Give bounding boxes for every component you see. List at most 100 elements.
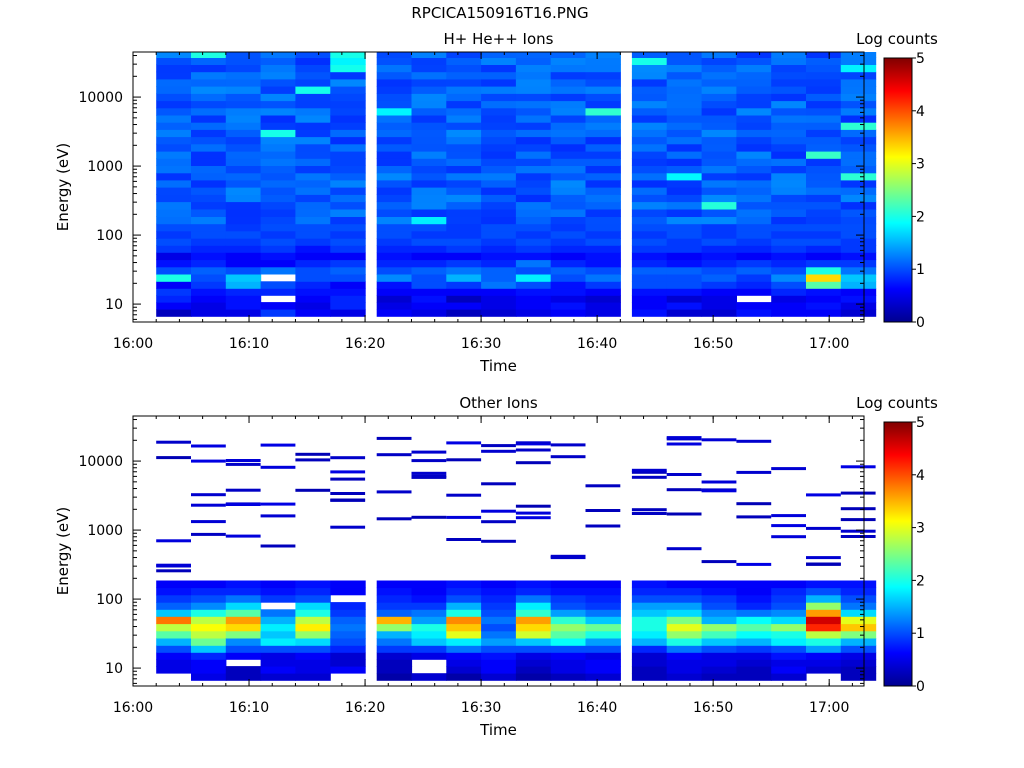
heatmap-cell xyxy=(736,115,772,123)
heatmap-cell xyxy=(840,652,877,660)
heatmap-cell xyxy=(481,158,517,166)
heatmap-cell xyxy=(156,158,192,166)
heatmap-cell xyxy=(191,532,226,536)
heatmap-cell xyxy=(701,165,737,174)
heatmap-cell xyxy=(446,165,482,174)
heatmap-cell xyxy=(376,302,413,310)
heatmap-cell xyxy=(156,115,192,123)
heatmap-cell xyxy=(515,616,552,625)
heatmap-cell xyxy=(295,623,331,632)
heatmap-cell xyxy=(481,107,517,116)
heatmap-cell xyxy=(666,623,703,632)
heatmap-cell xyxy=(446,136,482,145)
heatmap-cell xyxy=(481,509,516,513)
heatmap-cell xyxy=(295,580,331,589)
heatmap-cell xyxy=(585,484,621,488)
heatmap-cell xyxy=(481,616,517,625)
heatmap-cell xyxy=(806,587,842,596)
heatmap-cell xyxy=(701,295,737,303)
heatmap-cell xyxy=(701,645,737,653)
heatmap-cell xyxy=(736,179,772,188)
heatmap-cell xyxy=(446,288,482,296)
heatmap-cell xyxy=(736,609,772,617)
heatmap-cell xyxy=(840,645,877,653)
heatmap-cell xyxy=(701,288,737,296)
heatmap-cell xyxy=(260,252,296,261)
heatmap-cell xyxy=(376,288,413,296)
heatmap-cell xyxy=(701,266,737,275)
heatmap-cell xyxy=(191,86,227,94)
heatmap-cell xyxy=(156,616,192,625)
heatmap-cell xyxy=(771,309,807,317)
heatmap-cell xyxy=(631,645,668,653)
heatmap-cell xyxy=(631,630,668,639)
heatmap-cell xyxy=(411,245,447,253)
heatmap-cell xyxy=(666,594,703,603)
heatmap-cell xyxy=(225,609,262,617)
heatmap-cell xyxy=(550,143,587,152)
heatmap-cell xyxy=(631,666,668,674)
heatmap-cell xyxy=(411,587,447,596)
heatmap-cell xyxy=(481,209,517,217)
heatmap-cell xyxy=(330,281,366,289)
heatmap-cell xyxy=(736,259,772,268)
heatmap-cell xyxy=(411,64,447,73)
heatmap-cell xyxy=(376,57,413,65)
heatmap-cell xyxy=(840,673,877,681)
heatmap-cell xyxy=(550,165,587,174)
heatmap-cell xyxy=(840,491,876,495)
heatmap-cell xyxy=(736,143,772,152)
heatmap-cell xyxy=(666,609,703,617)
heatmap-cell xyxy=(330,107,366,116)
heatmap-cell xyxy=(806,556,841,560)
heatmap-cell xyxy=(260,514,296,518)
heatmap-cell xyxy=(295,673,331,681)
heatmap-cell xyxy=(550,194,587,203)
heatmap-cell xyxy=(736,470,772,474)
heatmap-cell xyxy=(585,309,621,317)
heatmap-cell xyxy=(446,645,482,653)
heatmap-cell xyxy=(225,616,262,625)
heatmap-cell xyxy=(295,652,331,660)
heatmap-cell xyxy=(411,93,447,102)
heatmap-cell xyxy=(225,462,261,466)
heatmap-cell xyxy=(666,266,703,275)
heatmap-cell xyxy=(701,223,737,232)
heatmap-cell xyxy=(701,209,737,217)
heatmap-cell xyxy=(736,100,772,109)
heatmap-cell xyxy=(191,165,227,174)
heatmap-cell xyxy=(771,100,807,109)
heatmap-cell xyxy=(156,666,192,674)
heatmap-cell xyxy=(411,187,447,195)
heatmap-cell xyxy=(191,602,227,610)
heatmap-cell xyxy=(295,64,331,73)
heatmap-cell xyxy=(481,266,517,275)
heatmap-cell xyxy=(701,115,737,123)
heatmap-cell xyxy=(481,201,517,210)
x-tick-label: 16:20 xyxy=(345,700,385,716)
heatmap-cell xyxy=(806,238,842,246)
heatmap-cell xyxy=(376,71,413,80)
heatmap-cell xyxy=(376,230,413,239)
heatmap-cell xyxy=(515,230,552,239)
heatmap-cell xyxy=(260,93,296,102)
heatmap-cell xyxy=(840,115,877,123)
heatmap-cell xyxy=(701,122,737,130)
heatmap-cell xyxy=(736,266,772,275)
heatmap-cell xyxy=(515,587,552,596)
heatmap-cell xyxy=(481,449,516,453)
heatmap-cell xyxy=(771,129,807,138)
heatmap-cell xyxy=(225,93,262,102)
x-tick-label: 16:10 xyxy=(229,700,269,716)
heatmap-cell xyxy=(446,515,482,519)
heatmap-cell xyxy=(446,538,482,541)
heatmap-cell xyxy=(736,238,772,246)
heatmap-cell xyxy=(515,652,552,660)
heatmap-cell xyxy=(631,245,668,253)
heatmap-cell xyxy=(550,266,587,275)
heatmap-cell xyxy=(330,252,366,261)
heatmap-cell xyxy=(771,194,807,203)
heatmap-cell xyxy=(446,194,482,203)
heatmap-cell xyxy=(225,209,262,217)
heatmap-cell xyxy=(376,602,413,610)
